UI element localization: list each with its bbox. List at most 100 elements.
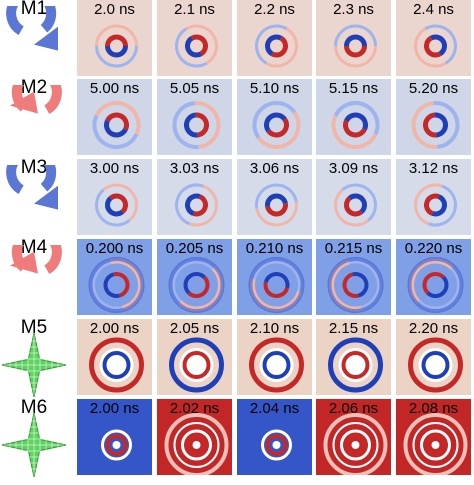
simulation-snapshot: 2.05 ns — [157, 319, 232, 395]
mode-label: M5 — [20, 317, 48, 338]
snapshot-image — [77, 399, 152, 475]
snapshot-image — [396, 399, 471, 475]
time-label: 2.2 ns — [254, 1, 295, 18]
simulation-snapshot: 2.00 ns — [77, 319, 152, 395]
mode-row-m5: M5 2.00 ns 2.05 ns 2.10 ns 2.15 ns 2.20 ns — [0, 317, 474, 398]
mode-label: M1 — [20, 0, 48, 19]
time-label: 2.04 ns — [249, 400, 300, 417]
snapshot-image — [237, 159, 312, 235]
simulation-snapshot: 2.00 ns — [77, 399, 152, 475]
time-label: 5.15 ns — [328, 80, 379, 97]
snapshot-image — [316, 239, 391, 315]
snapshot-image — [316, 399, 391, 475]
snapshot-image — [396, 239, 471, 315]
simulation-snapshot: 2.06 ns — [316, 399, 391, 475]
time-label: 2.10 ns — [249, 320, 300, 337]
time-label: 5.20 ns — [408, 80, 459, 97]
time-label: 2.15 ns — [328, 320, 379, 337]
snapshot-image — [316, 159, 391, 235]
green-four-point-star-icon — [0, 399, 68, 478]
snapshot-image — [157, 159, 232, 235]
snapshot-image — [77, 79, 152, 155]
simulation-snapshot: 5.20 ns — [396, 79, 471, 155]
simulation-snapshot: 5.05 ns — [157, 79, 232, 155]
time-label: 0.220 ns — [404, 240, 463, 257]
time-label: 2.4 ns — [413, 1, 454, 18]
simulation-snapshot: 3.12 ns — [396, 159, 471, 235]
time-label: 5.00 ns — [89, 80, 140, 97]
simulation-snapshot: 2.1 ns — [157, 0, 232, 76]
simulation-snapshot: 2.2 ns — [237, 0, 312, 76]
simulation-snapshot: 0.205 ns — [157, 239, 232, 315]
time-label: 0.205 ns — [165, 240, 224, 257]
time-label: 5.05 ns — [169, 80, 220, 97]
mode-row-m3: M3 3.00 ns 3.03 ns 3.06 ns 3.09 ns 3.12 ns — [0, 157, 474, 235]
simulation-snapshot: 2.08 ns — [396, 399, 471, 475]
simulation-snapshot: 2.10 ns — [237, 319, 312, 395]
simulation-snapshot: 3.06 ns — [237, 159, 312, 235]
red-clockwise-arrow-icon — [0, 239, 68, 315]
time-label: 2.06 ns — [328, 400, 379, 417]
mode-row-m6: M6 2.00 ns 2.02 ns 2.04 ns 2.06 ns 2.08 ns — [0, 397, 474, 478]
simulation-snapshot: 2.0 ns — [77, 0, 152, 76]
red-clockwise-arrow-icon — [0, 79, 68, 155]
snapshot-image — [77, 159, 152, 235]
time-label: 2.02 ns — [169, 400, 220, 417]
time-label: 2.00 ns — [89, 320, 140, 337]
snapshot-image — [396, 0, 471, 76]
mode-label: M6 — [20, 397, 48, 418]
snapshot-image — [157, 79, 232, 155]
simulation-snapshot: 0.210 ns — [237, 239, 312, 315]
snapshot-image — [316, 0, 391, 76]
time-label: 0.210 ns — [245, 240, 304, 257]
time-label: 2.0 ns — [94, 1, 135, 18]
snapshot-image — [77, 319, 152, 395]
simulation-snapshot: 0.220 ns — [396, 239, 471, 315]
snapshot-image — [396, 159, 471, 235]
simulation-snapshot: 0.215 ns — [316, 239, 391, 315]
simulation-snapshot: 2.02 ns — [157, 399, 232, 475]
simulation-snapshot: 3.00 ns — [77, 159, 152, 235]
snapshot-image — [237, 319, 312, 395]
snapshot-image — [157, 0, 232, 76]
time-label: 3.12 ns — [408, 160, 459, 177]
time-label: 2.00 ns — [89, 400, 140, 417]
mode-row-m4: M4 0.200 ns 0.205 ns 0.210 ns 0.215 ns 0.220 … — [0, 237, 474, 315]
time-label: 3.03 ns — [169, 160, 220, 177]
blue-counterclockwise-arrow-icon — [0, 159, 68, 235]
snapshot-image — [77, 0, 152, 76]
time-label: 5.10 ns — [249, 80, 300, 97]
time-label: 2.05 ns — [169, 320, 220, 337]
simulation-snapshot: 2.3 ns — [316, 0, 391, 76]
time-label: 3.06 ns — [249, 160, 300, 177]
time-label: 2.1 ns — [174, 1, 215, 18]
time-label: 2.3 ns — [333, 1, 374, 18]
blue-counterclockwise-arrow-icon — [0, 0, 68, 76]
simulation-snapshot: 2.20 ns — [396, 319, 471, 395]
snapshot-image — [157, 319, 232, 395]
snapshot-image — [237, 399, 312, 475]
mode-label: M4 — [20, 237, 48, 258]
time-label: 0.215 ns — [324, 240, 383, 257]
snapshot-image — [237, 0, 312, 76]
mode-label: M3 — [20, 157, 48, 178]
snapshot-image — [396, 319, 471, 395]
mode-row-m2: M2 5.00 ns 5.05 ns 5.10 ns 5.15 ns 5.20 ns — [0, 77, 474, 155]
simulation-snapshot: 5.15 ns — [316, 79, 391, 155]
snapshot-image — [157, 399, 232, 475]
snapshot-image — [237, 79, 312, 155]
time-label: 3.00 ns — [89, 160, 140, 177]
simulation-snapshot: 2.04 ns — [237, 399, 312, 475]
mode-label: M2 — [20, 77, 48, 98]
simulation-snapshot: 2.15 ns — [316, 319, 391, 395]
simulation-snapshot: 5.10 ns — [237, 79, 312, 155]
snapshot-image — [77, 239, 152, 315]
time-label: 2.08 ns — [408, 400, 459, 417]
time-label: 0.200 ns — [85, 240, 144, 257]
snapshot-image — [316, 79, 391, 155]
time-label: 3.09 ns — [328, 160, 379, 177]
simulation-snapshot: 5.00 ns — [77, 79, 152, 155]
snapshot-image — [157, 239, 232, 315]
time-label: 2.20 ns — [408, 320, 459, 337]
simulation-snapshot: 0.200 ns — [77, 239, 152, 315]
